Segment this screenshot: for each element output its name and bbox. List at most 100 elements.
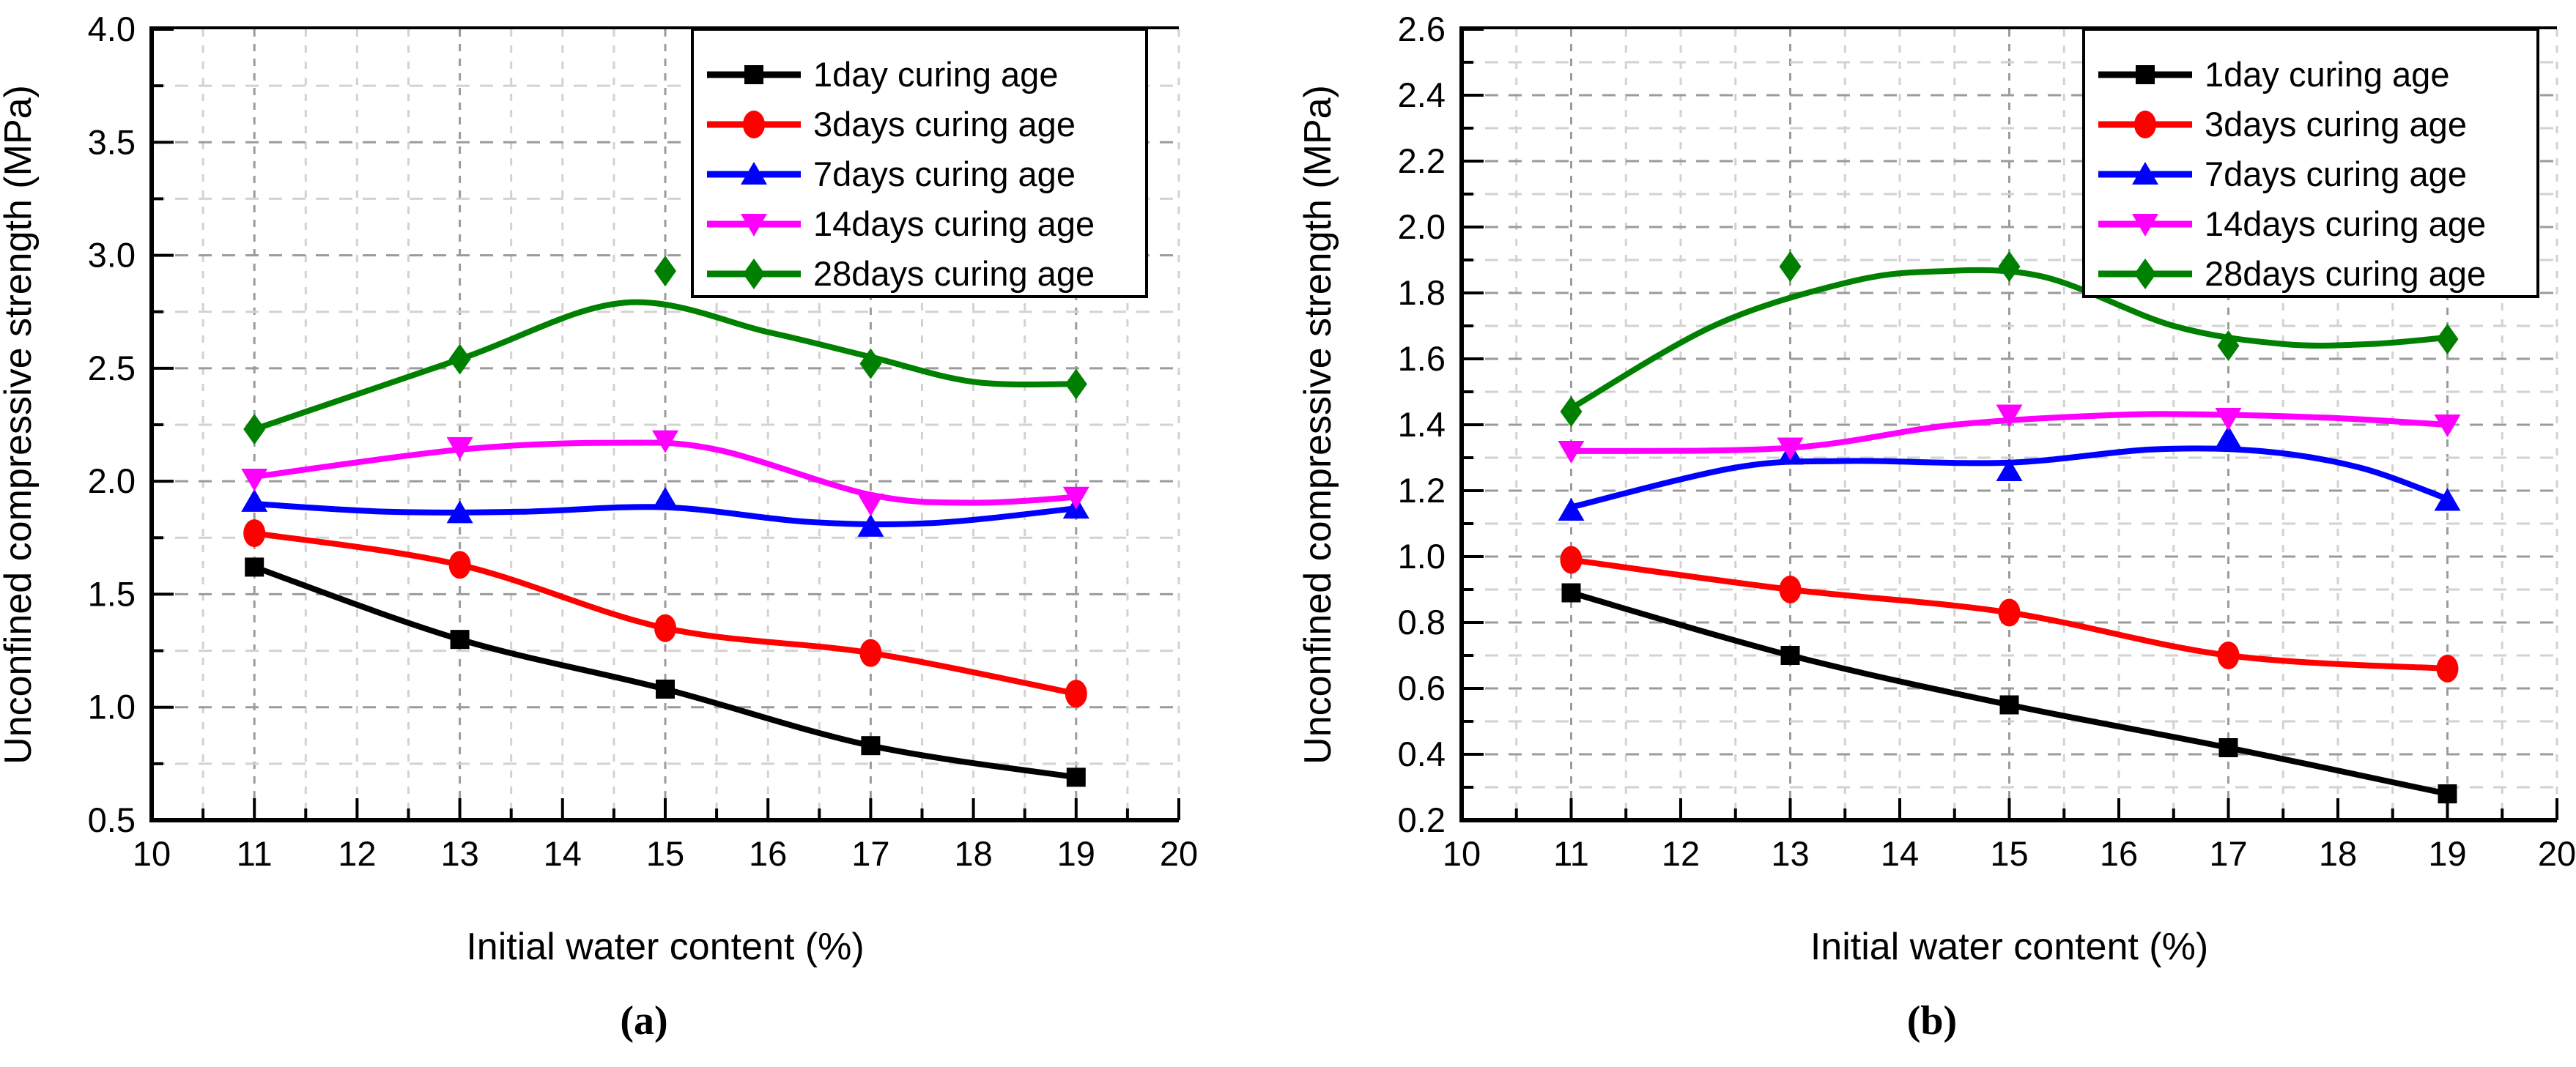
marker-28days-diamond (1779, 251, 1802, 282)
legend-entry-label: 3days curing age (813, 105, 1076, 144)
legend-marker-diamond (2134, 259, 2156, 289)
marker-1day-square (2438, 784, 2457, 803)
y-tick-label: 0.5 (88, 800, 136, 839)
marker-1day-square (245, 557, 264, 577)
marker-28days-diamond (1560, 396, 1583, 427)
y-tick-label: 0.6 (1398, 669, 1446, 707)
marker-14days-triangle-down (2434, 414, 2461, 437)
marker-14days-triangle-down (652, 430, 678, 453)
x-tick-label: 18 (2319, 834, 2357, 873)
y-axis-title: Unconfined compressive strength (MPa) (1297, 85, 1339, 765)
marker-28days-diamond (2436, 324, 2459, 354)
y-tick-label: 3.0 (88, 236, 136, 275)
chart-panel-b: 0.2 0.4 0.6 0.8 1.0 1.2 1.4 1.6 1.8 2.0 2.2 2.4 2.6 1… (1288, 0, 2576, 1067)
legend-marker-circle (743, 111, 765, 138)
legend-marker-triangle-down (2132, 214, 2158, 237)
y-tick-label: 1.8 (1398, 273, 1446, 312)
x-tick-label: 14 (544, 834, 582, 873)
legend-entry-label: 7days curing age (2205, 155, 2467, 193)
marker-3days-circle (1998, 598, 2021, 627)
legend-marker-square (744, 65, 763, 84)
x-tick-label: 17 (2209, 834, 2247, 873)
marker-7days-triangle-up (2215, 425, 2242, 448)
marker-14days-triangle-down (446, 436, 473, 460)
y-tick-label: 3.5 (88, 122, 136, 161)
x-tick-label: 19 (2428, 834, 2466, 873)
marker-1day-square (450, 630, 470, 650)
y-tick-label: 1.2 (1398, 471, 1446, 510)
marker-7days-triangle-up (1558, 498, 1585, 521)
marker-3days-circle (1065, 680, 1087, 708)
marker-3days-circle (243, 519, 266, 548)
y-tick-label: 1.0 (88, 688, 136, 726)
marker-7days-triangle-up (2434, 488, 2461, 511)
marker-3days-circle (859, 639, 882, 667)
marker-28days-diamond (243, 414, 266, 445)
x-tick-label: 16 (749, 834, 787, 873)
marker-28days-diamond (448, 343, 471, 375)
legend-marker-triangle-up (2132, 162, 2158, 185)
marker-14days-triangle-down (1777, 437, 1804, 461)
marker-3days-circle (654, 614, 676, 642)
y-tick-label: 1.0 (1398, 537, 1446, 576)
legend-entry-label: 3days curing age (2205, 105, 2467, 144)
y-tick-label: 2.4 (1398, 75, 1446, 114)
series-line-14days (1568, 411, 2451, 454)
marker-14days-triangle-down (241, 469, 268, 492)
y-tick-label: 1.5 (88, 574, 136, 613)
marker-28days-diamond (654, 256, 676, 287)
y-tick-label: 0.4 (1398, 735, 1446, 773)
x-tick-label: 15 (646, 834, 684, 873)
chart-b-canvas: 0.2 0.4 0.6 0.8 1.0 1.2 1.4 1.6 1.8 2.0 2.2 2.4 2.6 1… (1297, 10, 2576, 968)
legend-entry-label: 28days curing age (813, 254, 1095, 293)
x-tick-label: 12 (338, 834, 376, 873)
marker-7days-triangle-up (652, 486, 678, 510)
series-line-28days (1568, 267, 2451, 412)
x-tick-label: 17 (851, 834, 889, 873)
caption-b: (b) (1906, 998, 1958, 1044)
chart-a-canvas: 0.5 1.0 1.5 2.0 2.5 3.0 3.5 4.0 10 11 12 13 14 15 16 17… (0, 10, 1198, 968)
y-tick-label: 1.6 (1398, 339, 1446, 378)
y-tick-label: 2.0 (1398, 207, 1446, 246)
marker-14days-triangle-down (2215, 408, 2242, 431)
caption-a: (a) (620, 998, 668, 1044)
series-line-7days (1568, 445, 2451, 510)
x-tick-label: 20 (1160, 834, 1198, 873)
x-tick-label: 10 (1443, 834, 1481, 873)
marker-3days-circle (1560, 546, 1583, 574)
y-tick-label: 2.0 (88, 461, 136, 500)
marker-14days-triangle-down (1558, 441, 1585, 464)
marker-14days-triangle-down (1996, 404, 2023, 428)
y-tick-label: 0.8 (1398, 603, 1446, 642)
y-tick-label: 2.2 (1398, 141, 1446, 180)
marker-28days-diamond (859, 348, 882, 379)
marker-14days-triangle-down (1062, 486, 1089, 510)
x-tick-label: 18 (954, 834, 992, 873)
marker-7days-triangle-up (241, 488, 268, 512)
x-tick-label: 11 (237, 834, 273, 873)
x-tick-label: 13 (1771, 834, 1809, 873)
x-tick-label: 10 (133, 834, 171, 873)
legend-marker-diamond (743, 259, 765, 289)
marker-7days-triangle-up (857, 513, 884, 537)
marker-7days-triangle-up (1996, 458, 2023, 481)
legend-marker-circle (2134, 111, 2156, 138)
y-tick-label: 1.4 (1398, 405, 1446, 444)
marker-1day-square (2218, 738, 2238, 757)
x-tick-label: 20 (2538, 834, 2576, 873)
chart-panel-a: 0.5 1.0 1.5 2.0 2.5 3.0 3.5 4.0 10 11 12 13 14 15 16 17… (0, 10, 1198, 1044)
marker-1day-square (1066, 767, 1086, 787)
marker-3days-circle (2436, 655, 2459, 683)
x-tick-label: 11 (1553, 834, 1589, 873)
x-tick-label: 14 (1881, 834, 1919, 873)
marker-1day-square (1780, 646, 1800, 665)
marker-3days-circle (448, 551, 471, 579)
legend-entry-label: 14days curing age (813, 204, 1095, 243)
marker-28days-diamond (1065, 368, 1087, 400)
marker-1day-square (861, 736, 881, 756)
marker-28days-diamond (1998, 251, 2021, 282)
marker-1day-square (1999, 695, 2019, 715)
marker-28days-diamond (2217, 330, 2240, 361)
legend-marker-triangle-down (741, 214, 767, 237)
